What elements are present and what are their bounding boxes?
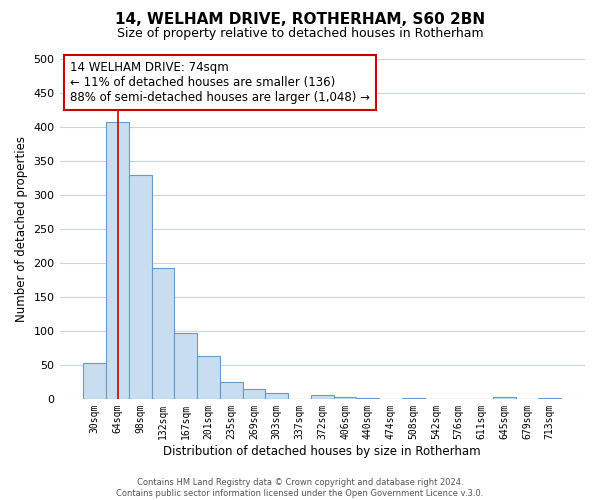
Text: Size of property relative to detached houses in Rotherham: Size of property relative to detached ho… bbox=[116, 28, 484, 40]
Bar bbox=[129, 174, 152, 399]
Bar bbox=[152, 268, 175, 399]
Bar bbox=[356, 398, 379, 399]
Bar bbox=[265, 394, 288, 399]
X-axis label: Distribution of detached houses by size in Rotherham: Distribution of detached houses by size … bbox=[163, 444, 481, 458]
Bar bbox=[242, 388, 265, 399]
Bar bbox=[334, 398, 356, 399]
Bar bbox=[220, 382, 242, 399]
Text: 14, WELHAM DRIVE, ROTHERHAM, S60 2BN: 14, WELHAM DRIVE, ROTHERHAM, S60 2BN bbox=[115, 12, 485, 28]
Text: Contains HM Land Registry data © Crown copyright and database right 2024.
Contai: Contains HM Land Registry data © Crown c… bbox=[116, 478, 484, 498]
Bar bbox=[493, 398, 515, 399]
Bar bbox=[311, 396, 334, 399]
Bar bbox=[175, 333, 197, 399]
Bar bbox=[402, 398, 425, 399]
Bar bbox=[538, 398, 561, 399]
Bar bbox=[197, 356, 220, 399]
Y-axis label: Number of detached properties: Number of detached properties bbox=[15, 136, 28, 322]
Bar bbox=[106, 122, 129, 399]
Bar bbox=[83, 363, 106, 399]
Text: 14 WELHAM DRIVE: 74sqm
← 11% of detached houses are smaller (136)
88% of semi-de: 14 WELHAM DRIVE: 74sqm ← 11% of detached… bbox=[70, 60, 370, 104]
